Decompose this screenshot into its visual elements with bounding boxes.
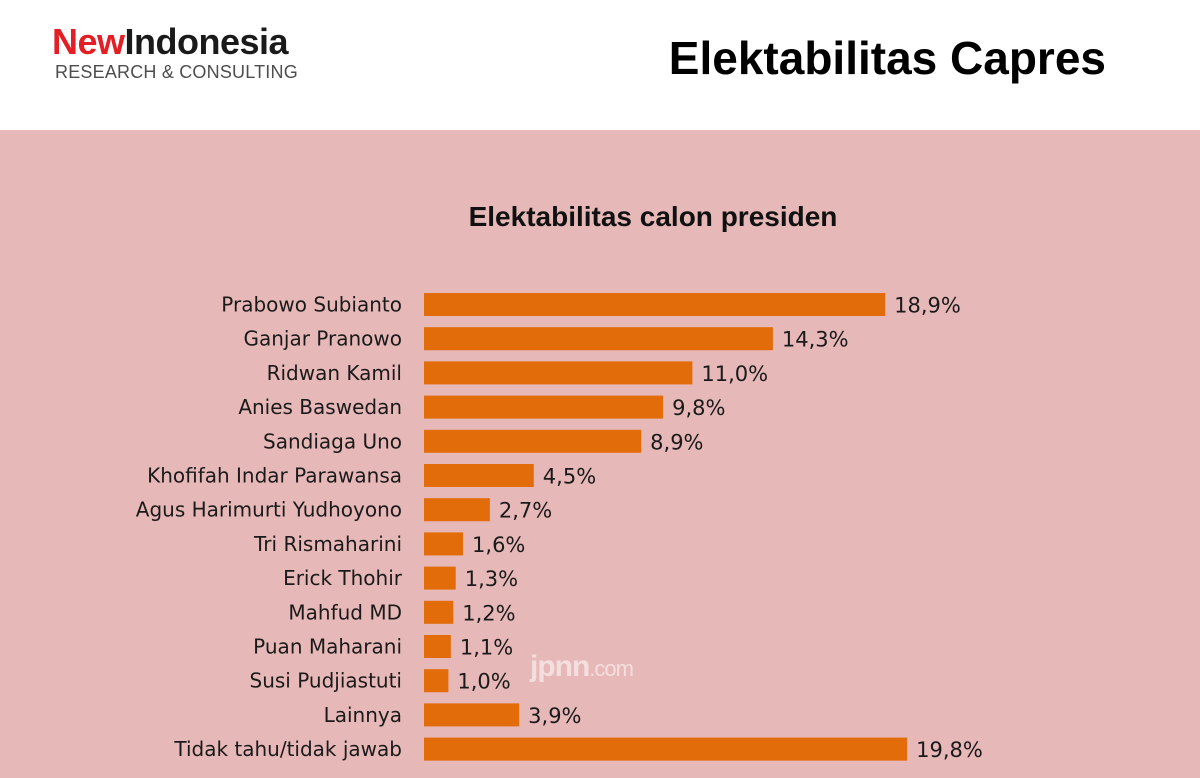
category-label: Mahfud MD — [288, 600, 402, 624]
data-label: 1,6% — [472, 533, 525, 557]
bar-chart: Elektabilitas calon presiden Prabowo Sub… — [136, 201, 983, 763]
bar — [424, 703, 520, 727]
watermark-suffix: .com — [589, 656, 634, 681]
category-label: Prabowo Subianto — [221, 293, 402, 317]
bar — [424, 429, 642, 453]
bar — [424, 532, 464, 556]
data-label: 9,8% — [672, 396, 725, 420]
bar — [424, 361, 693, 385]
category-label: Lainnya — [324, 703, 402, 727]
logo-brand: NewIndonesia — [52, 22, 298, 62]
category-label: Khofifah Indar Parawansa — [147, 464, 402, 488]
data-label: 14,3% — [782, 328, 849, 352]
bar — [424, 566, 456, 590]
bar — [424, 600, 454, 624]
data-label: 2,7% — [499, 499, 552, 523]
logo-indonesia: Indonesia — [124, 21, 289, 62]
category-label: Ridwan Kamil — [267, 361, 402, 385]
category-label: Puan Maharani — [253, 635, 402, 659]
data-label: 8,9% — [650, 430, 703, 454]
logo-subtitle: RESEARCH & CONSULTING — [55, 62, 298, 82]
bars-group: Prabowo Subianto 18,9% Ganjar Pranowo 14,3%… — [136, 293, 983, 763]
logo-new: New — [52, 21, 125, 62]
watermark-main: jpnn — [530, 650, 590, 683]
watermark: jpnn.com — [530, 650, 634, 684]
bar — [424, 395, 664, 419]
category-label: Tri Rismaharini — [253, 532, 402, 556]
category-label: Susi Pudjiastuti — [250, 669, 403, 693]
data-label: 1,1% — [460, 636, 513, 660]
category-label: Agus Harimurti Yudhoyono — [136, 498, 402, 522]
category-label: Erick Thohir — [283, 566, 403, 590]
chart-panel: Elektabilitas calon presiden Prabowo Sub… — [0, 130, 1200, 778]
data-label: 11,0% — [701, 362, 768, 386]
data-label: 1,3% — [465, 567, 518, 591]
header: NewIndonesia RESEARCH & CONSULTING Elekt… — [0, 0, 1200, 130]
data-label: 1,2% — [462, 601, 515, 625]
bar — [424, 498, 490, 522]
data-label: 1,0% — [457, 670, 510, 694]
bar — [424, 464, 534, 487]
category-label: Ganjar Pranowo — [243, 327, 402, 351]
bar — [424, 635, 451, 658]
category-label: Sandiaga Uno — [263, 429, 402, 453]
data-label: 4,5% — [543, 465, 596, 489]
data-label: 18,9% — [894, 294, 961, 318]
page-title: Elektabilitas Capres — [668, 32, 1106, 84]
category-label: Tidak tahu/tidak jawab — [173, 737, 402, 761]
category-label: Anies Baswedan — [238, 395, 402, 419]
bar — [424, 669, 449, 693]
bar — [424, 737, 908, 761]
chart-title: Elektabilitas calon presiden — [469, 201, 838, 232]
data-label: 3,9% — [528, 704, 581, 728]
data-label: 19,8% — [916, 738, 983, 762]
bar — [424, 293, 886, 316]
logo: NewIndonesia RESEARCH & CONSULTING — [52, 22, 298, 83]
bar — [424, 327, 773, 351]
